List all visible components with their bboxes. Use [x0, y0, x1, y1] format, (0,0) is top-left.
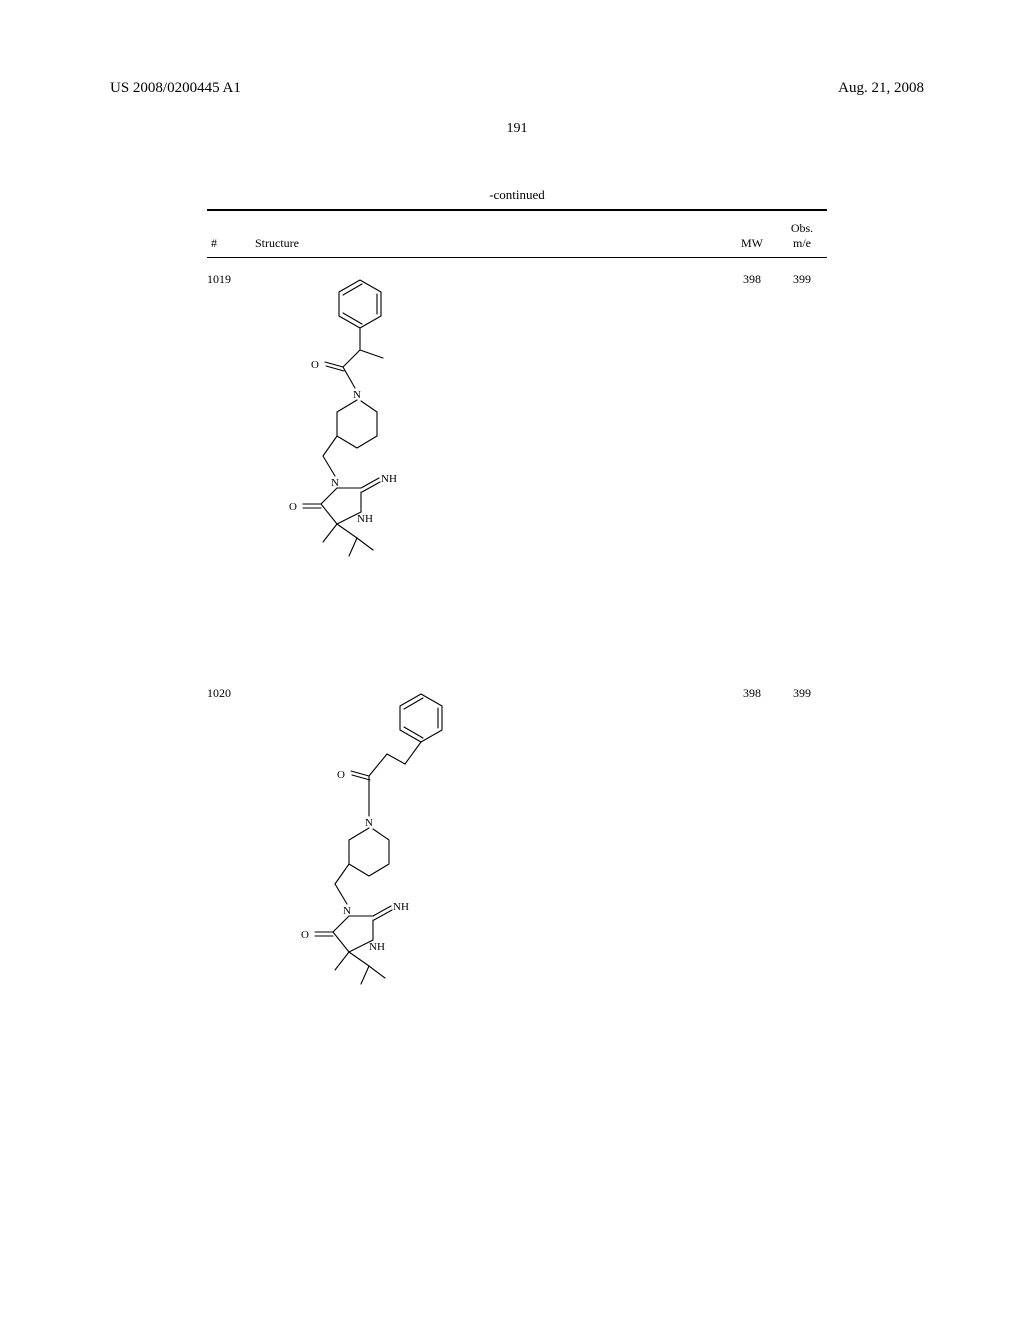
label-n: N — [353, 389, 361, 401]
chemical-structure-svg: O N N — [265, 686, 505, 1056]
col-header-obs-line2: m/e — [777, 236, 827, 251]
chemical-structure-svg: O N N — [265, 272, 485, 592]
page: US 2008/0200445 A1 Aug. 21, 2008 191 -co… — [0, 0, 1024, 1320]
table-row: 1019 O — [207, 258, 827, 592]
table-header-row: # Structure MW Obs. m/e — [207, 211, 827, 257]
publication-date: Aug. 21, 2008 — [838, 80, 924, 97]
compound-mw: 398 — [727, 272, 777, 287]
label-nh: NH — [393, 901, 409, 913]
compound-number: 1019 — [207, 272, 255, 287]
publication-id: US 2008/0200445 A1 — [110, 80, 241, 97]
label-nh: NH — [369, 941, 385, 953]
row-gap — [207, 592, 827, 672]
page-number: 191 — [110, 121, 924, 137]
compound-number: 1020 — [207, 686, 255, 701]
col-header-structure: Structure — [255, 236, 727, 251]
label-nh: NH — [381, 473, 397, 485]
label-o: O — [311, 359, 319, 371]
label-o: O — [289, 501, 297, 513]
label-n: N — [365, 817, 373, 829]
compound-obs: 399 — [777, 686, 827, 701]
col-header-number: # — [207, 236, 255, 251]
compound-table: -continued # Structure MW Obs. m/e 1019 — [207, 187, 827, 1056]
compound-obs: 399 — [777, 272, 827, 287]
compound-structure: O N N — [255, 686, 727, 1056]
page-header: US 2008/0200445 A1 Aug. 21, 2008 — [110, 80, 924, 97]
label-o: O — [337, 769, 345, 781]
label-o: O — [301, 929, 309, 941]
compound-mw: 398 — [727, 686, 777, 701]
compound-structure: O N N — [255, 272, 727, 592]
label-nh: NH — [357, 513, 373, 525]
table-caption: -continued — [207, 187, 827, 203]
col-header-obs: Obs. m/e — [777, 221, 827, 251]
label-n: N — [331, 477, 339, 489]
label-n: N — [343, 905, 351, 917]
col-header-mw: MW — [727, 236, 777, 251]
table-row: 1020 O N — [207, 672, 827, 1056]
col-header-obs-line1: Obs. — [777, 221, 827, 236]
